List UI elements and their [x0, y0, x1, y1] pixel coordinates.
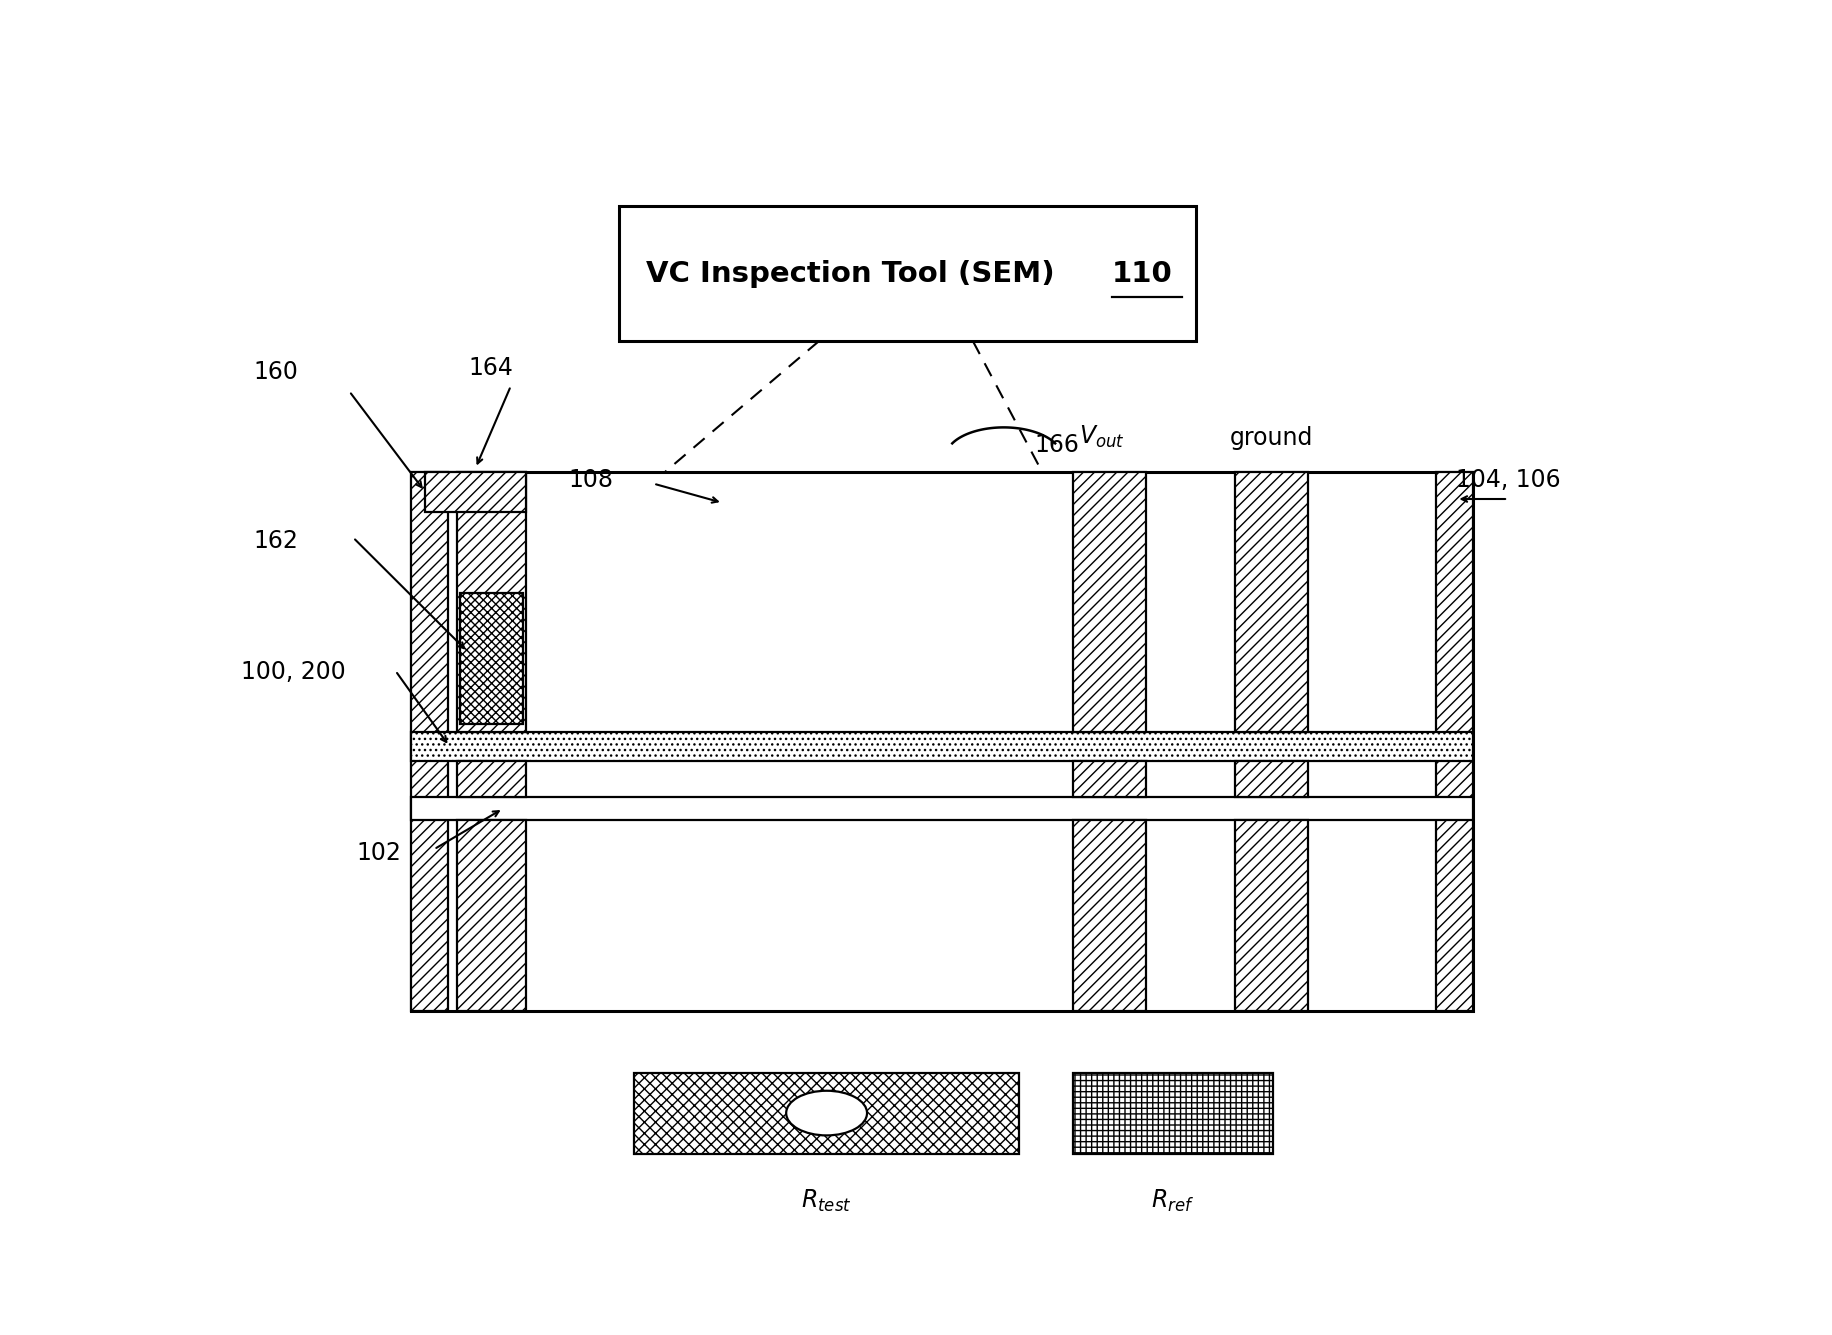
- Bar: [456, 473, 526, 732]
- Text: 162: 162: [253, 530, 297, 553]
- Bar: [1072, 820, 1145, 1011]
- Bar: [456, 761, 526, 797]
- Bar: [1235, 761, 1308, 797]
- Text: $V_{out}$: $V_{out}$: [1079, 425, 1125, 450]
- Bar: [1072, 1072, 1273, 1153]
- Text: 160: 160: [253, 360, 297, 384]
- Text: 166: 166: [1033, 433, 1079, 457]
- Bar: [1072, 1072, 1273, 1153]
- Bar: [410, 797, 1473, 820]
- Bar: [1235, 820, 1308, 1011]
- Bar: [456, 820, 526, 1011]
- Bar: [410, 473, 1473, 1011]
- Bar: [1436, 473, 1473, 1011]
- Text: 100, 200: 100, 200: [242, 661, 346, 685]
- Bar: [1072, 761, 1145, 797]
- Text: 164: 164: [469, 356, 513, 380]
- Text: 104, 106: 104, 106: [1455, 467, 1559, 491]
- Bar: [410, 732, 1473, 761]
- Bar: [1072, 473, 1145, 732]
- Text: 108: 108: [568, 467, 614, 491]
- Text: 110: 110: [1110, 260, 1172, 288]
- Text: $R_{ref}$: $R_{ref}$: [1150, 1188, 1194, 1215]
- Text: $R_{test}$: $R_{test}$: [801, 1188, 852, 1215]
- Text: ground: ground: [1229, 426, 1312, 450]
- Text: 102: 102: [357, 841, 401, 865]
- Bar: [410, 473, 447, 1011]
- Bar: [619, 207, 1196, 342]
- Ellipse shape: [786, 1091, 867, 1135]
- Bar: [425, 473, 526, 513]
- Bar: [460, 593, 522, 724]
- Bar: [1235, 473, 1308, 732]
- Bar: [634, 1072, 1019, 1153]
- Text: VC Inspection Tool (SEM): VC Inspection Tool (SEM): [645, 260, 1064, 288]
